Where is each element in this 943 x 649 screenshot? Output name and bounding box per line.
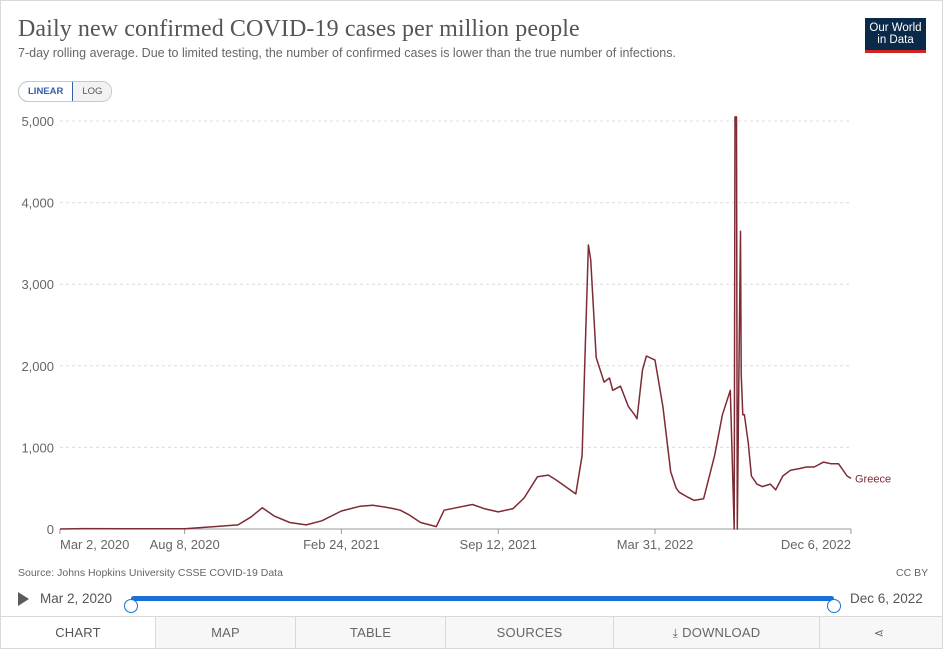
linear-scale-button[interactable]: LINEAR — [19, 82, 74, 101]
scale-toggle: LINEAR LOG — [18, 81, 113, 102]
y-tick-label: 1,000 — [21, 440, 54, 455]
tab-chart[interactable]: CHART — [1, 617, 156, 648]
timeline-start-handle[interactable] — [124, 599, 138, 613]
line-chart: 0 1,000 2,000 3,000 4,000 5,000 Mar 2, 2020 Aug… — [21, 114, 891, 552]
x-tick-label: Aug 8, 2020 — [150, 537, 220, 552]
log-scale-button[interactable]: LOG — [73, 82, 112, 101]
timeline-slider: Mar 2, 2020 Dec 6, 2022 — [18, 588, 928, 613]
source-note[interactable]: Source: Johns Hopkins University CSSE CO… — [18, 567, 283, 579]
x-tick-label: Feb 24, 2021 — [303, 537, 380, 552]
x-tick-label: Sep 12, 2021 — [460, 537, 537, 552]
tab-sources-label: SOURCES — [496, 625, 563, 640]
timeline-track[interactable] — [124, 596, 841, 613]
y-tick-label: 2,000 — [21, 359, 54, 374]
tab-chart-label: CHART — [55, 625, 101, 640]
logo-line-2: in Data — [877, 34, 914, 46]
tab-table-label: TABLE — [349, 625, 392, 640]
share-icon: ⋖ — [873, 626, 885, 640]
x-tick-label: Dec 6, 2022 — [781, 537, 851, 552]
license-link[interactable]: CC BY — [896, 567, 929, 579]
x-tick-label: Mar 31, 2022 — [617, 537, 694, 552]
y-tick-label: 0 — [47, 522, 54, 537]
timeline-end-label: Dec 6, 2022 — [850, 591, 923, 606]
bottom-tab-bar: CHART MAP TABLE SOURCES ⤓ DOWNLOAD ⋖ — [1, 616, 942, 648]
timeline-start-label: Mar 2, 2020 — [40, 591, 113, 606]
tab-download-label: DOWNLOAD — [682, 625, 761, 640]
tab-map-label: MAP — [211, 625, 240, 640]
y-tick-label: 4,000 — [21, 196, 54, 211]
tab-table[interactable]: TABLE — [296, 617, 446, 648]
download-icon: ⤓ — [672, 626, 679, 640]
chart-title: Daily new confirmed COVID-19 cases per m… — [18, 16, 580, 42]
x-tick-label: Mar 2, 2020 — [60, 537, 129, 552]
series-label-greece: Greece — [855, 473, 891, 485]
play-icon[interactable] — [18, 592, 29, 606]
owid-logo[interactable]: Our World in Data — [865, 18, 926, 53]
tab-map[interactable]: MAP — [156, 617, 296, 648]
tab-share[interactable]: ⋖ — [820, 617, 942, 648]
tab-sources[interactable]: SOURCES — [446, 617, 614, 648]
series-line-greece — [59, 116, 852, 530]
chart-subtitle: 7-day rolling average. Due to limited te… — [18, 46, 676, 60]
y-tick-label: 5,000 — [21, 114, 54, 129]
tab-download[interactable]: ⤓ DOWNLOAD — [614, 617, 820, 648]
timeline-end-handle[interactable] — [827, 599, 841, 613]
logo-line-1: Our World — [869, 22, 922, 34]
y-tick-label: 3,000 — [21, 277, 54, 292]
